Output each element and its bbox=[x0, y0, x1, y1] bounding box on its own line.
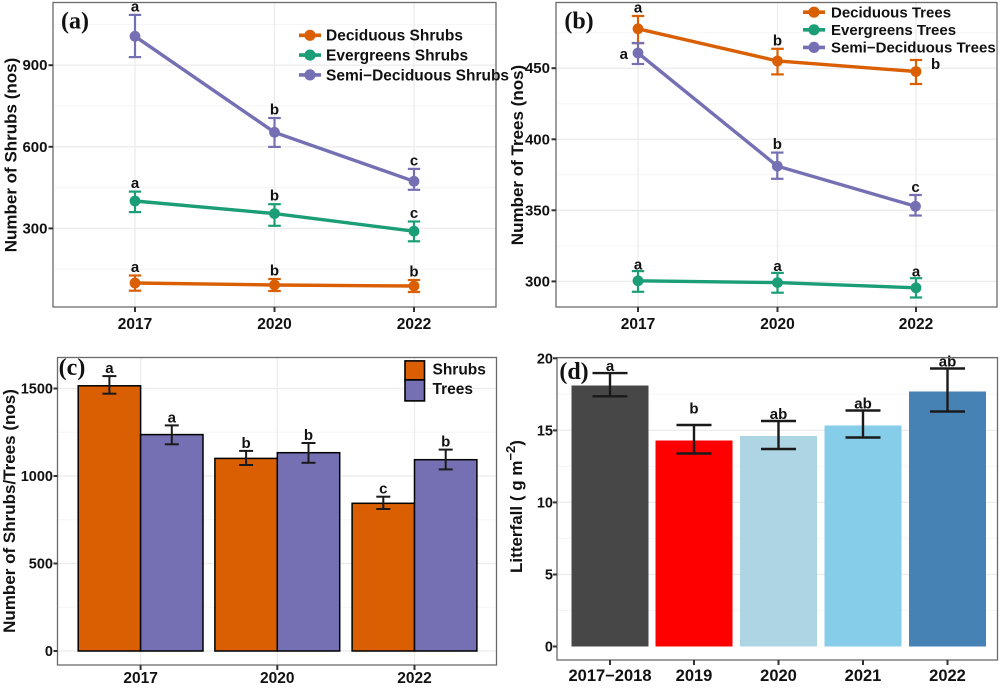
svg-text:b: b bbox=[242, 435, 251, 452]
svg-text:b: b bbox=[270, 102, 279, 119]
svg-text:(a): (a) bbox=[61, 9, 89, 35]
svg-text:b: b bbox=[409, 264, 418, 281]
svg-text:a: a bbox=[620, 46, 629, 63]
svg-text:20: 20 bbox=[537, 351, 553, 367]
svg-text:Number of Trees (nos): Number of Trees (nos) bbox=[508, 65, 527, 245]
svg-text:0: 0 bbox=[45, 644, 53, 660]
svg-text:ab: ab bbox=[939, 354, 957, 371]
svg-text:2020: 2020 bbox=[760, 667, 797, 685]
svg-text:a: a bbox=[634, 256, 643, 273]
svg-text:Semi−Deciduous Shrubs: Semi−Deciduous Shrubs bbox=[326, 67, 509, 84]
svg-text:a: a bbox=[131, 175, 140, 192]
svg-text:b: b bbox=[773, 136, 782, 153]
svg-text:b: b bbox=[441, 434, 450, 451]
svg-text:b: b bbox=[270, 263, 279, 280]
svg-text:a: a bbox=[168, 409, 177, 426]
svg-text:400: 400 bbox=[525, 131, 550, 148]
svg-text:b: b bbox=[270, 188, 279, 205]
svg-text:b: b bbox=[773, 32, 782, 49]
svg-text:2020: 2020 bbox=[257, 316, 291, 333]
svg-text:(c): (c) bbox=[59, 355, 86, 381]
svg-text:b: b bbox=[304, 427, 313, 444]
svg-text:300: 300 bbox=[525, 273, 550, 290]
svg-text:1500: 1500 bbox=[21, 382, 53, 398]
svg-text:Semi−Deciduous Trees: Semi−Deciduous Trees bbox=[831, 40, 996, 57]
svg-text:Evergreens Shrubs: Evergreens Shrubs bbox=[326, 48, 468, 65]
svg-text:300: 300 bbox=[22, 220, 47, 237]
svg-text:10: 10 bbox=[537, 495, 553, 511]
svg-text:2022: 2022 bbox=[899, 316, 933, 333]
svg-text:0: 0 bbox=[545, 640, 553, 656]
svg-text:2017−2018: 2017−2018 bbox=[568, 667, 651, 685]
svg-text:c: c bbox=[410, 205, 418, 222]
svg-text:a: a bbox=[105, 360, 114, 377]
svg-text:2017: 2017 bbox=[621, 316, 655, 333]
svg-text:900: 900 bbox=[22, 57, 47, 74]
svg-text:(b): (b) bbox=[564, 9, 593, 35]
svg-text:Number of Shrubs/Trees (nos): Number of Shrubs/Trees (nos) bbox=[0, 389, 19, 633]
svg-text:a: a bbox=[912, 263, 921, 280]
svg-text:c: c bbox=[410, 152, 418, 169]
svg-text:c: c bbox=[379, 481, 387, 498]
svg-text:Deciduous Trees: Deciduous Trees bbox=[831, 5, 951, 22]
svg-text:b: b bbox=[689, 401, 698, 418]
svg-text:Evergreens Trees: Evergreens Trees bbox=[831, 22, 956, 39]
svg-text:5: 5 bbox=[545, 568, 553, 584]
svg-text:(d): (d) bbox=[559, 359, 588, 385]
svg-text:350: 350 bbox=[525, 202, 550, 219]
svg-text:ab: ab bbox=[854, 396, 872, 413]
svg-text:b: b bbox=[931, 56, 940, 73]
svg-text:2020: 2020 bbox=[760, 316, 794, 333]
svg-text:Number of Shrubs (nos): Number of Shrubs (nos) bbox=[2, 58, 21, 253]
svg-text:Shrubs: Shrubs bbox=[433, 362, 486, 379]
svg-text:2021: 2021 bbox=[845, 667, 882, 685]
svg-text:600: 600 bbox=[22, 139, 47, 156]
svg-text:2019: 2019 bbox=[676, 667, 713, 685]
svg-text:ab: ab bbox=[770, 406, 788, 423]
svg-text:a: a bbox=[773, 258, 782, 275]
svg-text:2022: 2022 bbox=[397, 670, 431, 687]
svg-text:c: c bbox=[911, 179, 919, 196]
svg-text:1000: 1000 bbox=[21, 469, 53, 485]
svg-text:500: 500 bbox=[29, 557, 53, 573]
svg-text:2020: 2020 bbox=[260, 670, 294, 687]
svg-text:a: a bbox=[131, 0, 140, 15]
svg-text:Litterfall ( g m−2): Litterfall ( g m−2) bbox=[503, 440, 526, 573]
svg-text:450: 450 bbox=[525, 60, 550, 77]
svg-text:2017: 2017 bbox=[123, 670, 157, 687]
svg-text:a: a bbox=[131, 259, 140, 276]
svg-text:Deciduous Shrubs: Deciduous Shrubs bbox=[326, 28, 463, 45]
svg-text:2022: 2022 bbox=[397, 316, 431, 333]
svg-text:a: a bbox=[606, 358, 615, 375]
svg-text:2017: 2017 bbox=[118, 316, 152, 333]
svg-text:a: a bbox=[634, 0, 643, 17]
svg-text:2022: 2022 bbox=[929, 667, 966, 685]
svg-text:Trees: Trees bbox=[433, 381, 474, 398]
svg-text:15: 15 bbox=[537, 423, 553, 439]
